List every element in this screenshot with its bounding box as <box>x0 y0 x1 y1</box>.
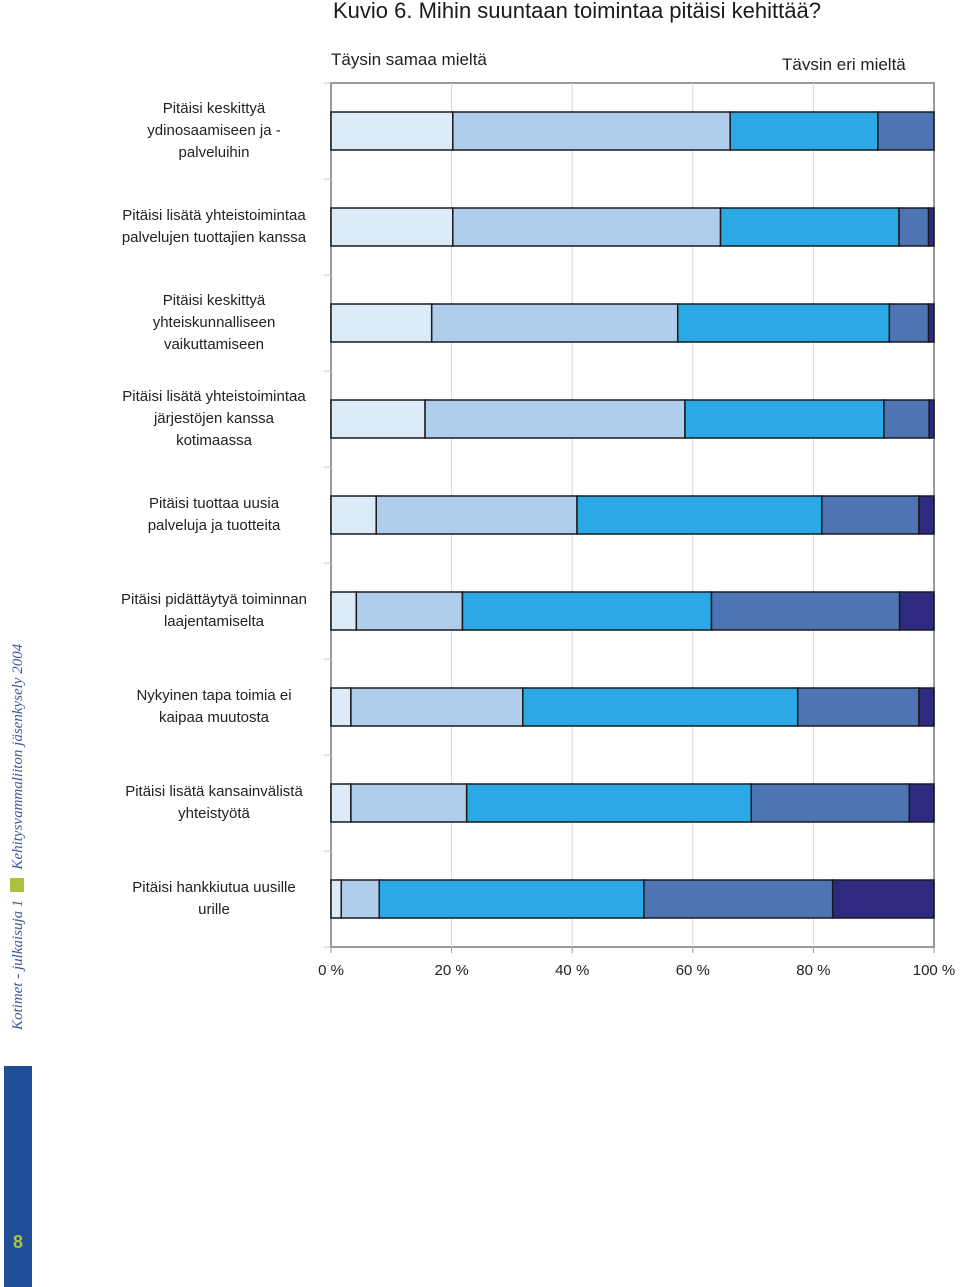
bar-segment-neutral-0 <box>729 111 879 151</box>
bar-segment-fully_agree-7 <box>330 783 352 823</box>
bar-segment-somewhat_agree-7 <box>350 783 468 823</box>
category-label-6: Nykyinen tapa toimia ei kaipaa muutosta <box>100 685 328 729</box>
bar-segment-somewhat_agree-8 <box>340 879 380 919</box>
bar-segment-neutral-8 <box>378 879 645 919</box>
category-label-line: Nykyinen tapa toimia ei <box>136 687 292 704</box>
bar-segment-fully_disagree-3 <box>928 399 935 439</box>
bar-segment-fully_agree-5 <box>330 591 358 631</box>
bar-segment-fully_agree-0 <box>330 111 454 151</box>
category-label-line: Pitäisi keskittyä <box>162 100 266 117</box>
bar-segment-somewhat_disagree-1 <box>898 207 930 247</box>
category-label-line: Pitäisi keskittyä <box>162 292 266 309</box>
publication-name: Kotimet - julkaisuja 1 <box>10 899 26 1030</box>
category-label-line: Pitäisi lisätä kansainvälistä <box>125 783 303 800</box>
category-label-8: Pitäisi hankkiutua uusille urille <box>100 877 328 921</box>
bar-segment-fully_disagree-1 <box>927 207 935 247</box>
survey-name: Kehitysvammaliiton jäsenkysely 2004 <box>10 643 26 870</box>
x-tick-label-20: 20 % <box>434 962 469 979</box>
x-tick-label-40: 40 % <box>555 962 590 979</box>
bar-segment-fully_agree-1 <box>330 207 454 247</box>
bar-segment-somewhat_disagree-4 <box>821 495 920 535</box>
category-label-line: Pitäisi pidättäytyä toiminnan <box>121 591 307 608</box>
category-label-line: urille <box>198 901 230 918</box>
sidebar-publication-text: Kotimet - julkaisuja 1 Kehitysvammaliiton… <box>10 644 27 1030</box>
bar-segment-somewhat_disagree-3 <box>883 399 930 439</box>
category-label-4: Pitäisi tuottaa uusia palveluja ja tuotte… <box>100 493 328 537</box>
bar-segment-fully_agree-6 <box>330 687 352 727</box>
bar-segment-somewhat_disagree-2 <box>888 303 930 343</box>
category-label-line: kotimaassa <box>176 432 252 449</box>
category-label-5: Pitäisi pidättäytyä toiminnan laajentamis… <box>100 589 328 633</box>
x-tick-label-100: 100 % <box>912 962 956 979</box>
x-tick-label-80: 80 % <box>796 962 831 979</box>
bar-segment-somewhat_disagree-6 <box>796 687 920 727</box>
category-label-line: yhteiskunnalliseen <box>152 314 276 331</box>
bar-segment-fully_disagree-5 <box>898 591 935 631</box>
green-square-icon <box>10 877 24 892</box>
category-label-line: palvelujen tuottajien kanssa <box>121 229 307 246</box>
category-label-line: ydinosaamiseen ja - <box>147 122 281 139</box>
bar-segment-neutral-2 <box>676 303 891 343</box>
category-label-line: palveluja ja tuotteita <box>147 517 281 534</box>
bar-segment-fully_disagree-6 <box>918 687 935 727</box>
bar-segment-neutral-5 <box>461 591 713 631</box>
stacked-bar-chart <box>324 82 935 953</box>
bar-segment-neutral-1 <box>719 207 900 247</box>
bar-segment-fully_agree-3 <box>330 399 426 439</box>
bar-segment-fully_disagree-2 <box>927 303 935 343</box>
bar-segment-somewhat_disagree-0 <box>877 111 935 151</box>
bar-segment-neutral-7 <box>465 783 753 823</box>
bar-segment-somewhat_agree-0 <box>452 111 731 151</box>
category-label-0: Pitäisi keskittyä ydinosaamiseen ja - palv… <box>100 98 328 164</box>
category-label-line: järjestöjen kanssa <box>153 410 275 427</box>
scale-right-label: Täysin eri mieltä <box>782 55 906 70</box>
category-label-line: Pitäisi lisätä yhteistoimintaa <box>122 388 306 405</box>
bar-segment-somewhat_agree-6 <box>350 687 524 727</box>
bar-segment-somewhat_agree-5 <box>355 591 464 631</box>
bar-segment-fully_disagree-8 <box>831 879 935 919</box>
bar-segment-fully_agree-8 <box>330 879 343 919</box>
category-label-1: Pitäisi lisätä yhteistoimintaa palvelujen… <box>100 205 328 249</box>
category-label-line: Pitäisi hankkiutua uusille <box>132 879 296 896</box>
scale-left-label: Täysin samaa mieltä <box>331 50 487 69</box>
x-tick-label-60: 60 % <box>675 962 710 979</box>
x-tick-label-0: 0 % <box>318 962 344 979</box>
bar-segment-somewhat_agree-4 <box>375 495 578 535</box>
category-label-3: Pitäisi lisätä yhteistoimintaa järjestöje… <box>100 386 328 452</box>
bar-segment-fully_disagree-7 <box>908 783 935 823</box>
bar-segment-fully_agree-2 <box>330 303 433 343</box>
sidebar-strip <box>4 1066 32 1287</box>
page-number: 8 <box>12 1232 23 1252</box>
bar-segment-somewhat_agree-3 <box>424 399 686 439</box>
category-label-line: yhteistyötä <box>178 805 250 822</box>
bar-segment-neutral-3 <box>684 399 885 439</box>
bar-segment-neutral-6 <box>522 687 799 727</box>
category-label-7: Pitäisi lisätä kansainvälistä yhteistyötä <box>100 781 328 825</box>
bar-segment-somewhat_agree-1 <box>452 207 722 247</box>
bar-segment-somewhat_disagree-8 <box>643 879 834 919</box>
bar-segment-somewhat_agree-2 <box>430 303 679 343</box>
category-label-line: Pitäisi lisätä yhteistoimintaa <box>122 207 306 224</box>
category-label-2: Pitäisi keskittyä yhteiskunnalliseen vaiku… <box>100 290 328 356</box>
bar-segment-neutral-4 <box>576 495 823 535</box>
figure-title: Kuvio 6. Mihin suuntaan toimintaa pitäis… <box>333 0 821 23</box>
category-label-line: kaipaa muutosta <box>158 709 270 726</box>
category-label-line: palveluihin <box>178 144 250 161</box>
category-label-line: Pitäisi tuottaa uusia <box>148 495 280 512</box>
bar-segment-fully_agree-4 <box>330 495 377 535</box>
bar-segment-somewhat_disagree-7 <box>750 783 911 823</box>
category-label-line: laajentamiselta <box>163 613 265 630</box>
bar-segment-fully_disagree-4 <box>918 495 935 535</box>
bar-segment-somewhat_disagree-5 <box>710 591 901 631</box>
category-label-line: vaikuttamiseen <box>163 336 265 353</box>
